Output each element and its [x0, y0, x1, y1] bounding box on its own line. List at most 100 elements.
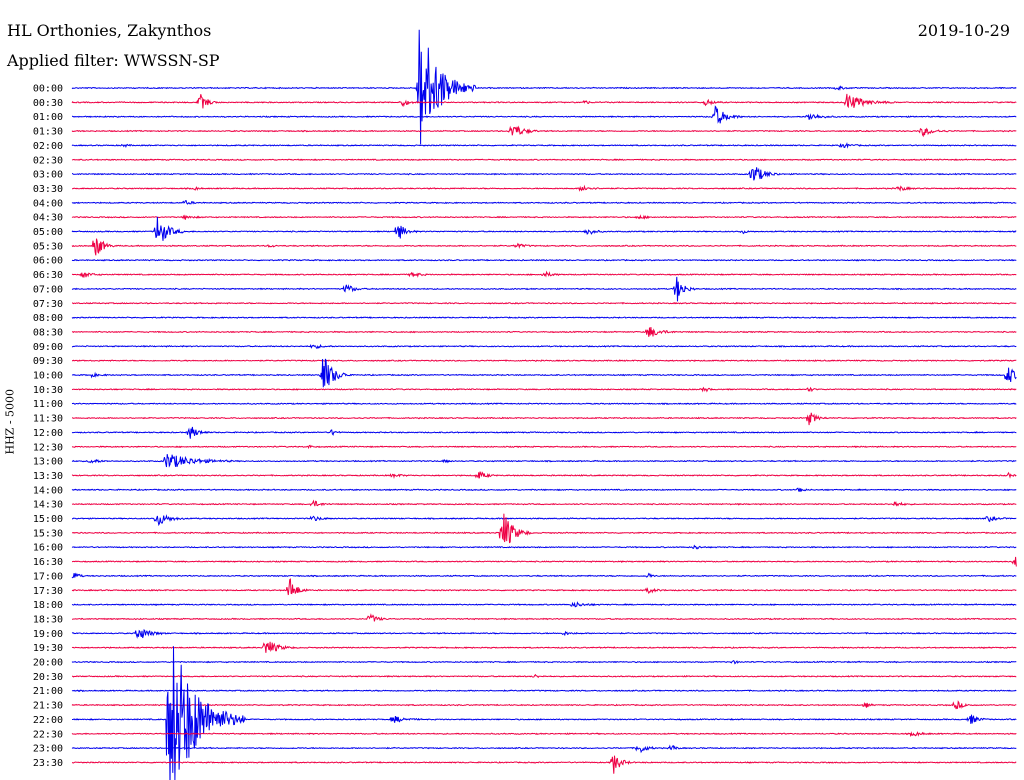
trace-line	[71, 93, 1017, 109]
trace-line	[71, 402, 1017, 406]
trace-line	[71, 276, 1017, 302]
trace-line	[71, 270, 1017, 278]
trace-line	[71, 214, 1017, 220]
time-tick-label: 06:00	[33, 256, 63, 267]
time-tick-label: 23:00	[33, 744, 63, 755]
time-tick-label: 11:00	[33, 399, 63, 410]
time-tick-label: 16:00	[33, 543, 63, 554]
time-tick-label: 07:30	[33, 299, 63, 310]
trace-line	[71, 641, 1017, 653]
trace-line	[71, 514, 1017, 527]
time-tick-label: 17:30	[33, 586, 63, 597]
date-label: 2019-10-29	[917, 21, 1010, 40]
trace-line	[71, 471, 1017, 479]
time-tick-label: 23:30	[33, 758, 63, 769]
time-tick-label: 19:30	[33, 643, 63, 654]
time-tick-label: 13:30	[33, 471, 63, 482]
time-tick-label: 18:30	[33, 614, 63, 625]
trace-line	[71, 142, 1017, 149]
time-tick-label: 04:00	[33, 198, 63, 209]
trace-line	[71, 578, 1017, 596]
time-tick-label: 01:30	[33, 127, 63, 138]
trace-line	[72, 673, 1017, 679]
trace-line	[71, 513, 1017, 544]
time-tick-label: 16:30	[33, 557, 63, 568]
trace-line	[71, 258, 1017, 262]
time-tick-label: 02:00	[33, 141, 63, 152]
time-tick-label: 11:30	[33, 414, 63, 425]
time-tick-label: 07:00	[33, 284, 63, 295]
time-tick-label: 03:00	[33, 170, 63, 181]
time-tick-label: 19:00	[33, 629, 63, 640]
trace-line	[71, 744, 1017, 754]
time-tick-label: 20:00	[33, 658, 63, 669]
trace-line	[71, 158, 1017, 162]
time-tick-label: 10:30	[33, 385, 63, 396]
trace-line	[72, 646, 1017, 780]
trace-line	[71, 412, 1017, 426]
trace-line	[71, 601, 1017, 608]
time-tick-label: 06:30	[33, 270, 63, 281]
time-tick-label: 14:00	[33, 485, 63, 496]
trace-line	[71, 544, 1017, 550]
time-tick-label: 01:00	[33, 112, 63, 123]
time-tick-label: 10:00	[33, 371, 63, 382]
trace-line	[71, 426, 1017, 439]
time-tick-label: 13:00	[33, 457, 63, 468]
time-tick-label: 05:30	[33, 241, 63, 252]
trace-line	[71, 572, 1017, 579]
trace-line	[71, 125, 1017, 138]
trace-line	[71, 358, 1017, 388]
time-tick-label: 22:00	[33, 715, 63, 726]
time-tick-label: 00:00	[33, 84, 63, 95]
trace-line	[71, 731, 1017, 738]
trace-line	[71, 628, 1017, 639]
time-tick-label: 12:30	[33, 442, 63, 453]
time-tick-label: 20:30	[33, 672, 63, 683]
time-tick-label: 03:30	[33, 184, 63, 195]
time-tick-label: 14:30	[33, 500, 63, 511]
time-tick-label: 18:00	[33, 600, 63, 611]
filter-subtitle: Applied filter: WWSSN-SP	[7, 51, 220, 70]
trace-line	[71, 386, 1017, 393]
trace-line	[71, 613, 1017, 622]
trace-line	[71, 343, 1017, 350]
time-tick-label: 08:30	[33, 327, 63, 338]
time-tick-label: 15:00	[33, 514, 63, 525]
trace-line	[71, 105, 1017, 124]
time-tick-label: 08:00	[33, 313, 63, 324]
trace-line	[72, 184, 1017, 192]
trace-line	[71, 29, 1017, 145]
time-tick-label: 02:30	[33, 155, 63, 166]
trace-line	[72, 301, 1017, 305]
time-tick-label: 09:00	[33, 342, 63, 353]
trace-line	[71, 689, 1017, 693]
trace-line	[71, 327, 1017, 337]
trace-line	[71, 238, 1017, 256]
trace-line	[71, 316, 1017, 319]
trace-line	[71, 216, 1017, 241]
time-tick-label: 22:30	[33, 729, 63, 740]
trace-line	[71, 454, 1017, 468]
trace-line	[71, 199, 1017, 205]
time-tick-label: 00:30	[33, 98, 63, 109]
trace-line	[72, 359, 1017, 362]
trace-line	[71, 700, 1017, 710]
time-tick-label: 04:30	[33, 213, 63, 224]
time-tick-label: 05:00	[33, 227, 63, 238]
trace-line	[72, 167, 1017, 181]
time-tick-label: 15:30	[33, 528, 63, 539]
trace-line	[72, 556, 1017, 567]
trace-line	[71, 487, 1017, 493]
trace-line	[71, 499, 1017, 507]
trace-line	[71, 659, 1017, 665]
time-tick-label: 12:00	[33, 428, 63, 439]
station-title: HL Orthonies, Zakynthos	[7, 21, 212, 40]
time-tick-label: 21:00	[33, 686, 63, 697]
trace-line	[71, 444, 1017, 450]
time-tick-label: 21:30	[33, 701, 63, 712]
time-tick-label: 09:30	[33, 356, 63, 367]
trace-line	[71, 755, 1017, 774]
time-tick-label: 17:00	[33, 571, 63, 582]
